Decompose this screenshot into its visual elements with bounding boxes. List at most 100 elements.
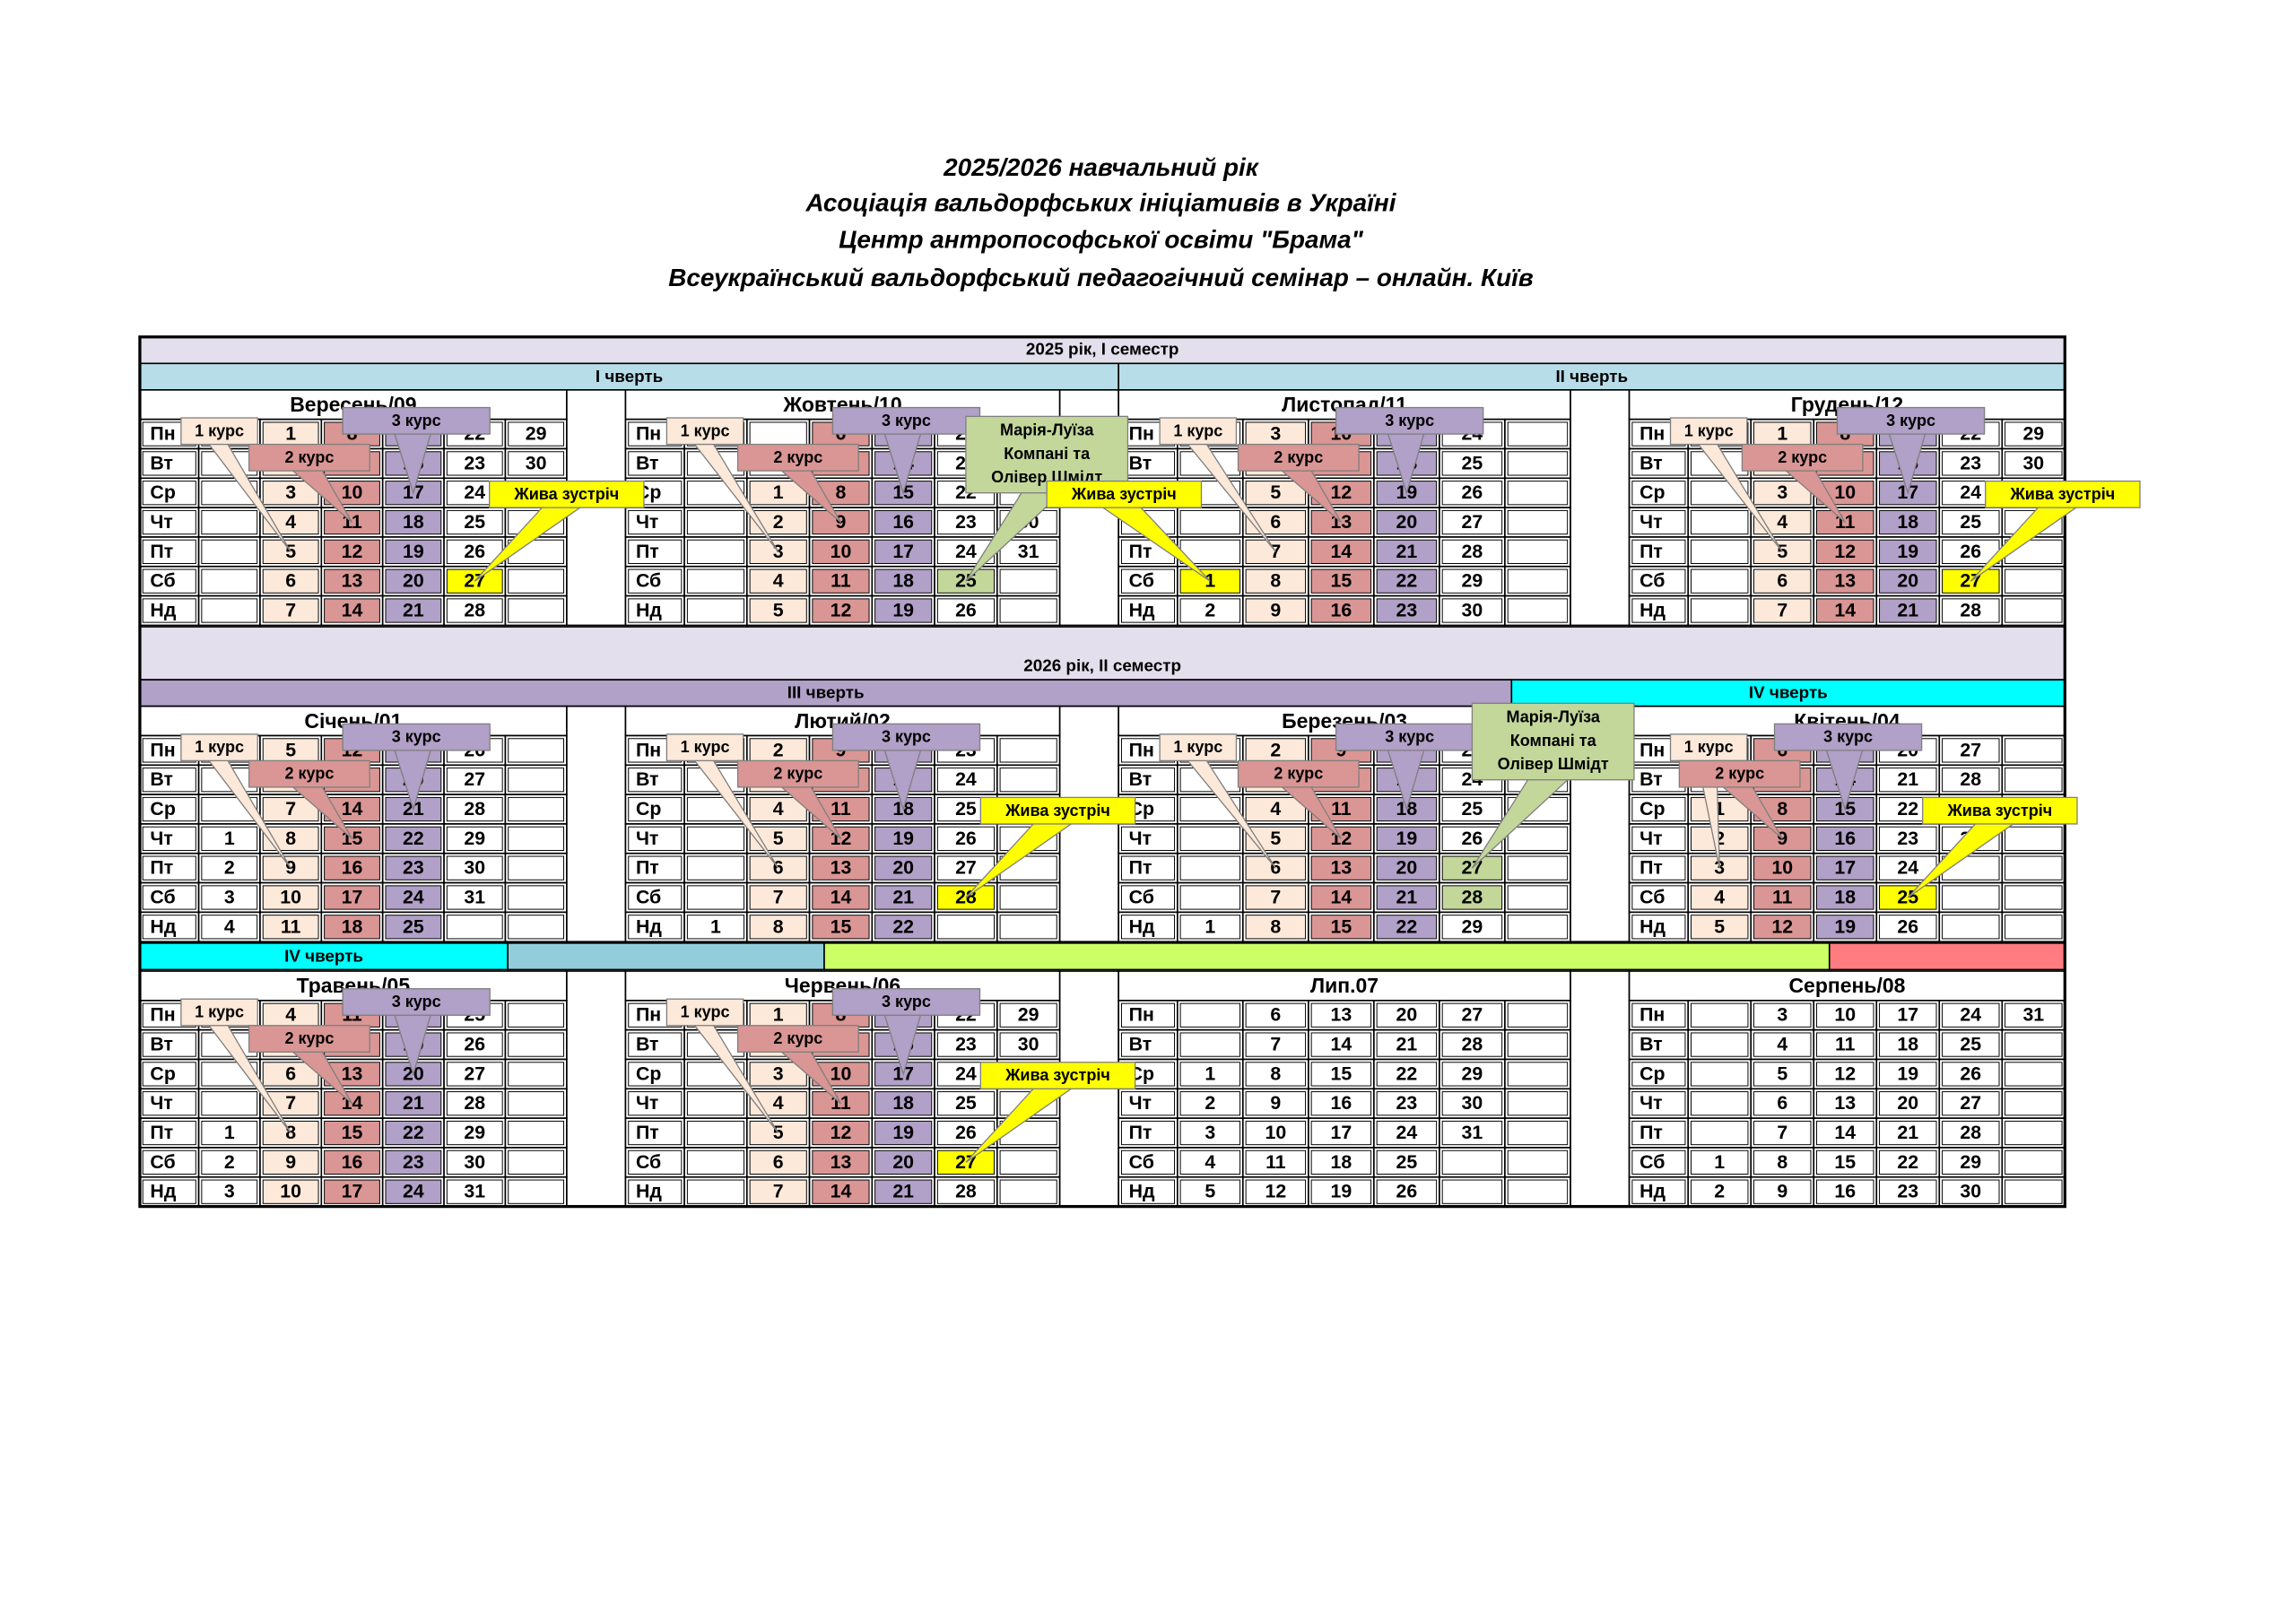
day-fill bbox=[936, 1032, 996, 1057]
day-fill bbox=[262, 568, 319, 594]
weekday-cell bbox=[1118, 594, 1178, 627]
callout-box bbox=[1046, 480, 1203, 508]
day-fill bbox=[999, 1149, 1057, 1175]
day-number: 14 bbox=[1331, 541, 1352, 562]
cell-inner bbox=[142, 855, 196, 880]
table-border bbox=[138, 335, 2066, 1209]
day-number: 16 bbox=[342, 1151, 363, 1173]
day-fill bbox=[262, 1149, 319, 1175]
callout-text: 3 курс bbox=[1886, 412, 1935, 429]
day-fill bbox=[1507, 915, 1569, 940]
day-number: 4 bbox=[285, 511, 296, 533]
day-fill bbox=[201, 539, 258, 564]
day-number: 11 bbox=[1772, 886, 1793, 907]
weekday-cell bbox=[624, 823, 685, 854]
weekday-label: Чт bbox=[1639, 511, 1662, 533]
callout-text: 1 курс bbox=[195, 421, 244, 439]
weekday-label: Ср bbox=[1639, 481, 1665, 503]
weekday-cell bbox=[624, 594, 685, 627]
day-number: 24 bbox=[464, 481, 485, 503]
day-number: 13 bbox=[1834, 570, 1856, 592]
day-number: 12 bbox=[1265, 1181, 1286, 1202]
day-fill bbox=[874, 539, 933, 564]
day-number: 28 bbox=[464, 1092, 485, 1114]
day-fill bbox=[1816, 826, 1874, 851]
callout-box bbox=[1335, 406, 1484, 435]
weekday-label: Ср bbox=[1639, 798, 1665, 820]
day-number: 30 bbox=[1462, 1092, 1483, 1114]
cell-inner bbox=[1631, 539, 1686, 564]
callout-box bbox=[342, 406, 491, 435]
day-fill bbox=[874, 1091, 933, 1116]
day-number: 24 bbox=[403, 886, 424, 907]
callout-text: Жива зустріч bbox=[1004, 1066, 1110, 1084]
day-fill bbox=[1942, 451, 2000, 476]
weekday-label: Нд bbox=[1639, 599, 1665, 620]
day-fill bbox=[1879, 1091, 1937, 1116]
day-fill bbox=[2005, 1149, 2063, 1175]
day-number: 30 bbox=[1018, 1034, 1039, 1055]
day-number: 30 bbox=[526, 452, 547, 473]
day-fill bbox=[508, 1062, 565, 1087]
day-fill bbox=[446, 1091, 503, 1116]
day-number: 25 bbox=[955, 1092, 977, 1114]
weekday-label: Ср bbox=[150, 1063, 175, 1084]
cell-inner bbox=[628, 1091, 683, 1116]
day-fill bbox=[201, 598, 258, 623]
day-fill bbox=[812, 855, 870, 880]
callout-text: 2 курс bbox=[773, 448, 822, 466]
day-number: 18 bbox=[892, 570, 914, 592]
weekday-label: Пт bbox=[636, 1122, 659, 1143]
weekday-label: Сб bbox=[636, 570, 661, 592]
day-fill bbox=[446, 598, 503, 623]
day-number: 27 bbox=[1960, 1092, 1981, 1114]
cell-inner bbox=[628, 1120, 683, 1146]
day-number: 2 bbox=[773, 511, 784, 533]
day-number: 1 bbox=[1205, 1063, 1215, 1084]
month-name: Серпень/08 bbox=[1788, 974, 1905, 997]
weekday-label: Чт bbox=[150, 511, 172, 533]
day-number: 4 bbox=[773, 798, 784, 820]
day-number: 24 bbox=[955, 768, 977, 790]
day-fill bbox=[1310, 915, 1372, 940]
day-number: 1 bbox=[285, 423, 296, 445]
day-fill bbox=[201, 1120, 258, 1146]
day-fill bbox=[1376, 1179, 1438, 1204]
day-number: 29 bbox=[1462, 915, 1483, 937]
weekday-label: Вт bbox=[636, 1034, 659, 1055]
day-number: 9 bbox=[1270, 599, 1281, 620]
day-fill bbox=[1753, 855, 1812, 880]
callout-box bbox=[1159, 733, 1238, 762]
day-number: 28 bbox=[1462, 1034, 1483, 1055]
day-fill bbox=[1310, 1002, 1372, 1028]
callout-text: 3 курс bbox=[392, 728, 441, 746]
day-fill bbox=[446, 796, 503, 822]
day-fill bbox=[1507, 826, 1569, 851]
day-number: 10 bbox=[342, 481, 363, 503]
cell-inner bbox=[142, 509, 196, 535]
quarter-label: IV чверть bbox=[284, 946, 363, 965]
callout-box bbox=[180, 998, 258, 1027]
day-number: 31 bbox=[1462, 1122, 1483, 1143]
weekday-label: Сб bbox=[1639, 886, 1665, 907]
day-number: 17 bbox=[1834, 857, 1856, 879]
day-fill bbox=[1816, 1032, 1874, 1057]
day-fill bbox=[1310, 1120, 1372, 1146]
cell-inner bbox=[628, 1062, 683, 1087]
callout-text: 2 курс bbox=[773, 1029, 822, 1047]
day-number: 7 bbox=[285, 599, 296, 620]
day-number: 19 bbox=[892, 828, 914, 849]
day-fill bbox=[1753, 1062, 1812, 1087]
day-fill bbox=[1245, 885, 1307, 910]
day-number: 25 bbox=[464, 511, 485, 533]
callout-box bbox=[831, 988, 981, 1016]
day-fill bbox=[1441, 1120, 1503, 1146]
day-number: 21 bbox=[1897, 599, 1918, 620]
weekday-cell bbox=[624, 447, 685, 480]
day-number: 4 bbox=[1205, 1151, 1215, 1173]
cell-inner bbox=[1631, 1149, 1686, 1175]
weekday-label: Вт bbox=[1639, 1034, 1663, 1055]
day-number: 11 bbox=[831, 570, 851, 592]
day-fill bbox=[508, 885, 565, 910]
day-fill bbox=[201, 509, 258, 535]
